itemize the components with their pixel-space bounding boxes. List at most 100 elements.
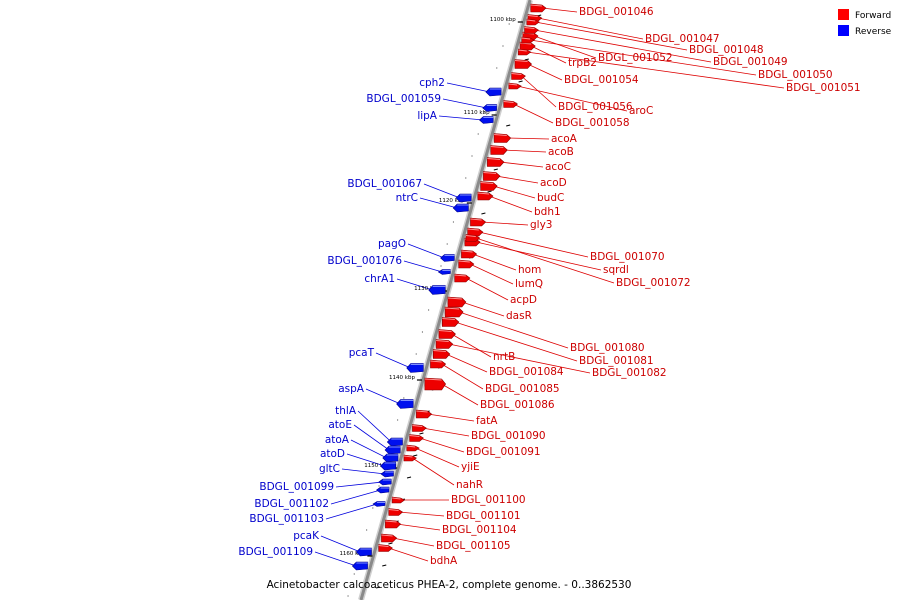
label-connector [530,39,757,76]
forward-gene-label[interactable]: BDGL_001047 [645,33,720,45]
reverse-gene-atoA[interactable] [382,453,399,463]
reverse-gene-label[interactable]: BDGL_001067 [347,178,422,190]
reverse-gene-label[interactable]: BDGL_001102 [254,498,329,510]
forward-gene-label[interactable]: BDGL_001081 [579,355,654,367]
reverse-gene-lipA[interactable] [478,116,494,124]
reverse-gene-pcaK[interactable] [355,547,372,557]
reverse-gene-label[interactable]: BDGL_001059 [366,93,441,105]
label-connector [475,241,602,271]
reverse-gene-label[interactable]: BDGL_001076 [327,255,402,267]
minor-dot [440,265,442,267]
reverse-gene-thlA[interactable] [386,437,403,447]
forward-gene-label[interactable]: BDGL_001091 [466,446,541,458]
reverse-gene-BDGL_001109[interactable] [351,561,368,571]
forward-gene-label[interactable]: acpD [510,294,537,306]
forward-gene-label[interactable]: nahR [456,479,483,491]
forward-gene-label[interactable]: BDGL_001049 [713,56,788,68]
forward-gene-label[interactable]: BDGL_001101 [446,510,521,522]
forward-gene-label[interactable]: bdhA [430,555,458,567]
forward-gene-label[interactable]: BDGL_001072 [616,277,691,289]
reverse-gene-BDGL_001059[interactable] [482,104,497,112]
reverse-gene-label[interactable]: BDGL_001103 [249,513,324,525]
label-connector [454,321,578,362]
minor-mark [518,80,523,83]
forward-gene-label[interactable]: dasR [506,310,532,322]
reverse-gene-label[interactable]: ntrC [396,192,418,204]
forward-gene-label[interactable]: BDGL_001046 [579,6,654,18]
forward-gene-label[interactable]: hom [518,264,541,276]
forward-gene-label[interactable]: BDGL_001100 [451,494,526,506]
forward-gene-label[interactable]: BDGL_001056 [558,101,633,113]
forward-gene-label[interactable]: budC [537,192,564,204]
reverse-gene-label[interactable]: pagO [378,238,406,250]
forward-gene-label[interactable]: sqrdl [603,264,629,276]
reverse-gene-label[interactable]: chrA1 [364,273,395,285]
forward-gene-BDGL_001080[interactable] [444,306,464,318]
reverse-gene-label[interactable]: BDGL_001109 [238,546,313,558]
minor-dot [452,221,455,223]
scale-tick-label: 1150 kbp [364,463,390,469]
forward-gene-label[interactable]: gly3 [530,219,552,231]
reverse-gene-atoE[interactable] [384,445,401,455]
forward-gene-bdh1[interactable] [477,191,494,201]
forward-gene-hom[interactable] [461,249,478,259]
reverse-gene-label[interactable]: BDGL_001099 [259,481,334,493]
forward-gene-BDGL_001104[interactable] [385,519,402,529]
forward-gene-gly3[interactable] [470,217,487,227]
forward-gene-label[interactable]: BDGL_001054 [564,74,639,86]
reverse-gene-atoD[interactable] [380,461,397,471]
forward-gene-label[interactable]: BDGL_001105 [436,540,511,552]
reverse-gene-pcaT[interactable] [406,363,424,373]
reverse-gene-label[interactable]: lipA [417,110,437,122]
forward-gene-label[interactable]: BDGL_001070 [590,251,665,263]
reverse-gene-label[interactable]: cph2 [419,77,445,89]
reverse-gene-cph2[interactable] [485,87,502,97]
forward-gene-label[interactable]: lumQ [515,278,543,290]
reverse-gene-label[interactable]: atoA [325,434,350,446]
forward-gene-label[interactable]: BDGL_001104 [442,524,517,536]
reverse-gene-BDGL_001067[interactable] [455,193,472,203]
forward-gene-label[interactable]: bdh1 [534,206,561,218]
forward-gene-label[interactable]: BDGL_001084 [489,366,564,378]
forward-gene-label[interactable]: yjiE [461,461,480,473]
forward-gene-label[interactable]: BDGL_001086 [480,399,555,411]
forward-gene-label[interactable]: nrtB [493,351,515,363]
label-connector [325,503,378,520]
reverse-gene-pagO[interactable] [440,254,455,262]
reverse-gene-chrA1[interactable] [428,285,446,295]
forward-gene-BDGL_001046[interactable] [530,3,547,13]
reverse-gene-label[interactable]: aspA [338,383,365,395]
forward-gene-label[interactable]: BDGL_001048 [689,44,764,56]
forward-gene-label[interactable]: aroC [629,105,653,117]
forward-gene-fatA[interactable] [416,409,433,419]
reverse-gene-aspA[interactable] [396,399,414,409]
reverse-gene-label[interactable]: atoE [328,419,352,431]
reverse-gene-label[interactable]: gltC [319,463,340,475]
forward-gene-label[interactable]: BDGL_001050 [758,69,833,81]
reverse-gene-label[interactable]: pcaK [293,530,320,542]
reverse-gene-label[interactable]: pcaT [349,347,375,359]
forward-gene-BDGL_001105[interactable] [381,533,398,543]
reverse-gene-ntrC[interactable] [452,203,469,213]
forward-gene-BDGL_001086[interactable] [424,377,446,391]
forward-gene-label[interactable]: BDGL_001085 [485,383,560,395]
forward-gene-label[interactable]: trpB2 [568,57,597,69]
forward-gene-label[interactable]: acoA [551,133,578,145]
forward-gene-label[interactable]: acoB [548,146,574,158]
forward-gene-label[interactable]: BDGL_001051 [786,82,861,94]
forward-gene-label[interactable]: acoD [540,177,567,189]
label-connector [412,457,455,486]
forward-gene-acpD[interactable] [454,273,471,283]
forward-gene-lumQ[interactable] [458,259,475,269]
forward-gene-label[interactable]: BDGL_001058 [555,117,630,129]
forward-gene-label[interactable]: acoC [545,161,571,173]
forward-gene-BDGL_001085[interactable] [430,359,447,369]
forward-gene-label[interactable]: fatA [476,415,498,427]
forward-gene-label[interactable]: BDGL_001080 [570,342,645,354]
reverse-gene-label[interactable]: atoD [320,448,345,460]
forward-gene-label[interactable]: BDGL_001090 [471,430,546,442]
reverse-gene-label[interactable]: thlA [335,405,357,417]
forward-gene-label[interactable]: BDGL_001052 [598,52,673,64]
forward-gene-label[interactable]: BDGL_001082 [592,367,667,379]
forward-gene-dasR[interactable] [447,296,467,308]
